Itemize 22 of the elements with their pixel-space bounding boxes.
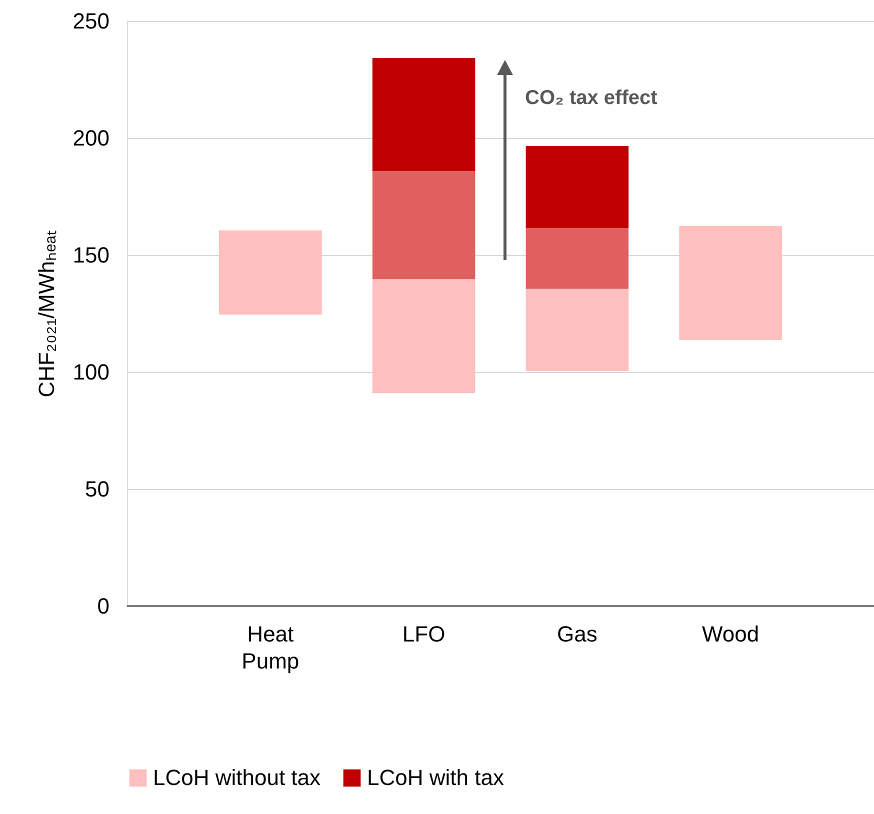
y-tick-label: 50	[85, 476, 110, 502]
x-tick-label: LFO	[402, 622, 446, 646]
y-tick-label: 0	[97, 594, 110, 618]
y-tick-label: 150	[72, 242, 110, 268]
bar	[372, 170, 476, 280]
bar	[679, 226, 782, 340]
x-tick-label: Gas	[557, 622, 598, 646]
legend-label: LCoH with tax	[367, 765, 504, 790]
bar	[219, 230, 322, 315]
y-axis-title: CHF₂₀₂₁/MWhₕₑₐₜ	[34, 230, 59, 398]
bar	[372, 58, 476, 171]
x-tick-label: Heat Pump	[242, 622, 300, 674]
annotation: CO₂ tax effect	[525, 87, 658, 109]
legend-label: LCoH without tax	[153, 765, 321, 790]
bar	[526, 228, 629, 289]
bar	[526, 288, 629, 372]
y-tick-label: 250	[72, 8, 110, 34]
y-tick-label: 200	[72, 126, 110, 150]
x-tick-label: Wood	[702, 622, 760, 646]
bar	[372, 279, 476, 394]
bar	[526, 146, 629, 228]
y-tick-label: 100	[72, 360, 110, 384]
